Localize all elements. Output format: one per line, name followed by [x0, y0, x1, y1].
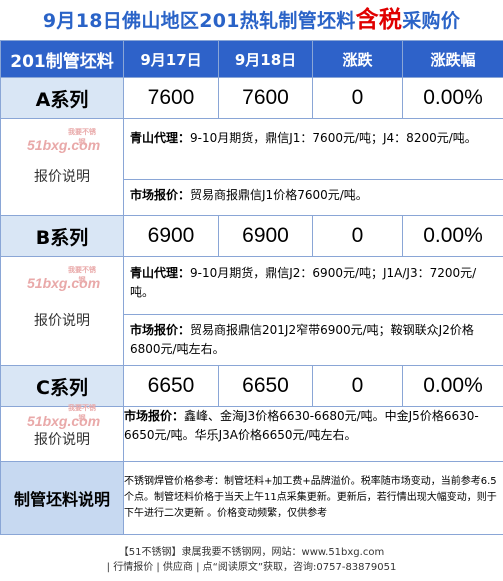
title-prefix: 9月18日佛山地区201热轧制管坯料 [42, 10, 356, 32]
price-sep18: 6650 [218, 365, 313, 407]
agent-quote: 青山代理：9-10月期货，鼎信J1：7600元/吨；J4：8200元/吨。 [124, 123, 503, 180]
price-sep18: 7600 [218, 77, 313, 119]
note-label: 报价说明 [34, 432, 90, 448]
agent-quote: 青山代理：9-10月期货，鼎信J2：6900元/吨；J1A/J3：7200元/吨… [124, 258, 503, 315]
watermark-logo: 51bxg.com 我要不锈钢 [27, 405, 101, 429]
market-quote: 市场报价：贸易商报鼎信201J2窄带6900元/吨；鞍钢联众J2价格6800元/… [130, 322, 474, 356]
price-change-pct: 0.00% [402, 365, 503, 407]
footer-line1: 【51不锈钢】隶属我要不锈钢网，网站：www.51bxg.com [118, 547, 385, 558]
series-name: B系列 [0, 215, 124, 257]
title-suffix: 采购价 [402, 10, 461, 32]
price-change: 0 [312, 365, 403, 407]
price-row-a: A系列 7600 7600 0 0.00% [0, 77, 503, 119]
note-content: 青山代理：9-10月期货，鼎信J2：6900元/吨；J1A/J3：7200元/吨… [123, 256, 503, 366]
note-label: 报价说明 [34, 313, 90, 329]
price-sep17: 6900 [123, 215, 219, 257]
title-highlight: 含税 [355, 7, 403, 33]
note-row-b: 51bxg.com 我要不锈钢 报价说明 青山代理：9-10月期货，鼎信J2：69… [0, 256, 503, 366]
table-header-row: 201制管坯料 9月17日 9月18日 涨跌 涨跌幅 [0, 40, 503, 78]
header-change-pct: 涨跌幅 [402, 40, 503, 78]
header-sep17: 9月17日 [123, 40, 219, 78]
note-label-cell: 51bxg.com 我要不锈钢 报价说明 [0, 118, 124, 216]
price-sep17: 6650 [123, 365, 219, 407]
note-row-a: 51bxg.com 我要不锈钢 报价说明 青山代理：9-10月期货，鼎信J1：76… [0, 118, 503, 216]
price-sep17: 7600 [123, 77, 219, 119]
series-name: C系列 [0, 365, 124, 407]
price-change: 0 [312, 215, 403, 257]
note-label-cell: 51bxg.com 我要不锈钢 报价说明 [0, 256, 124, 366]
market-quote: 市场报价：贸易商报鼎信J1价格7600元/吨。 [130, 188, 368, 202]
price-change-pct: 0.00% [402, 215, 503, 257]
note-label-cell: 51bxg.com 我要不锈钢 报价说明 [0, 405, 124, 462]
summary-row: 制管坯料说明 不锈钢焊管价格参考：制管坯料+加工费+品牌溢价。税率随市场变动，当… [0, 461, 503, 535]
page-title: 9月18日佛山地区201热轧制管坯料含税采购价 [0, 0, 503, 40]
header-sep18: 9月18日 [218, 40, 313, 78]
watermark-logo: 51bxg.com 我要不锈钢 [27, 267, 101, 291]
market-quote: 市场报价：鑫峰、金海J3价格6630-6680元/吨。中金J5价格6630-66… [123, 406, 503, 462]
price-table: 201制管坯料 9月17日 9月18日 涨跌 涨跌幅 A系列 7600 7600… [0, 40, 503, 535]
footer-line2: | 行情报价 | 供应商 | 点“阅读原文”获取，咨询:0757-8387905… [106, 562, 397, 573]
price-row-c: C系列 6650 6650 0 0.00% [0, 365, 503, 407]
summary-label: 制管坯料说明 [0, 461, 124, 535]
footer: 【51不锈钢】隶属我要不锈钢网，网站：www.51bxg.com | 行情报价 … [0, 545, 503, 581]
price-sep18: 6900 [218, 215, 313, 257]
price-row-b: B系列 6900 6900 0 0.00% [0, 215, 503, 257]
price-change-pct: 0.00% [402, 77, 503, 119]
header-product: 201制管坯料 [0, 40, 124, 78]
watermark-logo: 51bxg.com 我要不锈钢 [27, 129, 101, 153]
note-row-c: 51bxg.com 我要不锈钢 报价说明 市场报价：鑫峰、金海J3价格6630-6… [0, 405, 503, 462]
header-change: 涨跌 [312, 40, 403, 78]
note-label: 报价说明 [34, 169, 90, 185]
summary-text: 不锈钢焊管价格参考：制管坯料+加工费+品牌溢价。税率随市场变动，当前参考6.5个… [123, 461, 503, 535]
series-name: A系列 [0, 77, 124, 119]
note-content: 青山代理：9-10月期货，鼎信J1：7600元/吨；J4：8200元/吨。 市场… [123, 118, 503, 216]
price-change: 0 [312, 77, 403, 119]
